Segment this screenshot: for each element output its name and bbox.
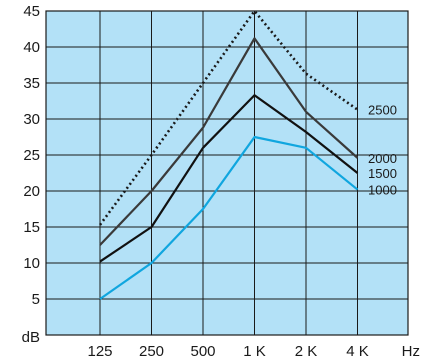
y-tick-label: 10	[23, 255, 40, 272]
series-line-1500	[99, 94, 359, 263]
x-axis-tick-labels: 125 250 500 1 K 2 K 4 K	[87, 343, 368, 360]
x-tick-label: 2 K	[295, 343, 318, 360]
series-line-1000	[99, 135, 359, 300]
grid-lines	[46, 11, 408, 335]
y-unit-label: dB	[22, 329, 40, 346]
x-tick-label: 1 K	[243, 343, 266, 360]
y-tick-label: 20	[23, 183, 40, 200]
y-tick-label: 25	[23, 147, 40, 164]
y-tick-label: 35	[23, 75, 40, 92]
series-line-2000	[99, 37, 359, 246]
y-tick-label: 30	[23, 111, 40, 128]
series-label: 1000	[368, 183, 397, 198]
x-tick-label: 4 K	[346, 343, 369, 360]
series-label: 2000	[368, 151, 397, 166]
series-label: 1500	[368, 166, 397, 181]
series-lines	[98, 9, 359, 300]
series-label: 2500	[368, 103, 397, 118]
y-tick-label: 40	[23, 39, 40, 56]
y-tick-label: 5	[32, 291, 40, 308]
plot-background	[45, 10, 409, 336]
y-tick-label: 45	[23, 3, 40, 20]
y-axis-tick-labels: 5 10 15 20 25 30 35 40 45	[23, 3, 40, 308]
series-line-2500	[98, 9, 359, 226]
x-tick-label: 500	[190, 343, 215, 360]
x-unit-label: Hz	[402, 343, 420, 360]
x-tick-label: 125	[87, 343, 112, 360]
y-tick-label: 15	[23, 219, 40, 236]
x-tick-label: 250	[139, 343, 164, 360]
